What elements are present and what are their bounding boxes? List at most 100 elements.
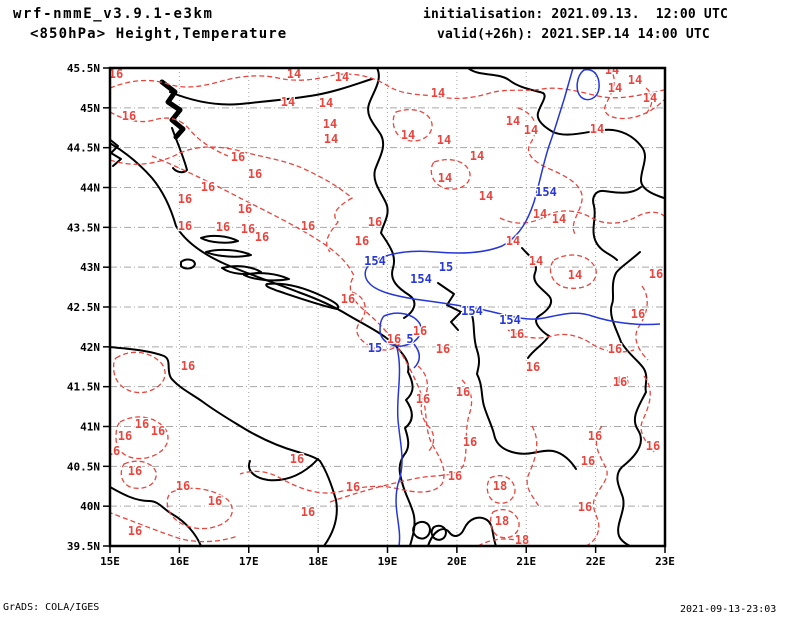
temp-contour	[120, 460, 157, 489]
contour-label: 16	[368, 215, 382, 229]
init-time-label: initialisation: 2021.09.13. 12:00 UTC	[423, 7, 729, 22]
contour-label: 16	[631, 307, 645, 321]
height-contour-ns	[395, 347, 403, 546]
contour-label: 16	[118, 429, 132, 443]
contour-label: 16	[122, 109, 136, 123]
temp-contour	[499, 210, 665, 224]
contour-label: 16	[128, 464, 142, 478]
contour-label: 16	[387, 332, 401, 346]
height-contour-tail	[413, 343, 420, 369]
contour-label: 14	[608, 81, 622, 95]
contour-label: 16	[581, 454, 595, 468]
contour-label: 18	[495, 514, 509, 528]
contour-label: 16	[208, 494, 222, 508]
contour-label: 14	[643, 91, 657, 105]
contour-label: 14	[401, 128, 415, 142]
contour-label: 14	[335, 70, 349, 84]
x-tick-label: 16E	[169, 555, 189, 568]
x-tick-label: 21E	[516, 555, 536, 568]
x-tick-label: 23E	[655, 555, 675, 568]
temp-contour	[549, 254, 597, 289]
temp-contour	[477, 538, 531, 546]
contour-label: 14	[529, 254, 543, 268]
contour-label: 14	[287, 67, 301, 81]
y-tick-label: 42.5N	[67, 301, 100, 314]
contour-label: 15	[439, 260, 453, 274]
x-tick-label: 17E	[239, 555, 259, 568]
y-tick-label: 39.5N	[67, 540, 100, 553]
height-contour-155-loop	[379, 312, 422, 347]
temp-contour	[392, 109, 433, 142]
temp-contour	[640, 375, 655, 453]
contour-label: 14	[281, 95, 295, 109]
contour-label: 16	[216, 220, 230, 234]
y-tick-label: 44.5N	[67, 142, 100, 155]
border-kosovo-knot	[521, 247, 553, 359]
temp-contour	[329, 379, 473, 503]
contour-label: 18	[515, 533, 529, 547]
contour-label: 16	[181, 359, 195, 373]
height-contour-154	[364, 68, 661, 326]
contour-label: 16	[128, 524, 142, 538]
contour-label: 16	[301, 219, 315, 233]
contour-label: 16	[346, 480, 360, 494]
contour-label: 14	[479, 189, 493, 203]
contour-label: 16	[176, 479, 190, 493]
contour-label: 16	[355, 234, 369, 248]
island-small-oval	[180, 258, 196, 270]
contour-label: 154	[364, 254, 386, 268]
field-title: <850hPa> Height,Temperature	[30, 26, 288, 42]
contour-label: 14	[506, 114, 520, 128]
contour-label: 16	[416, 392, 430, 406]
contour-label: 16	[151, 424, 165, 438]
contour-label: 15	[368, 341, 382, 355]
border-macedonia	[469, 309, 577, 470]
contour-label: 14	[590, 122, 604, 136]
contour-label: 16	[526, 360, 540, 374]
temp-contour	[585, 425, 608, 546]
contour-label: 14	[628, 73, 642, 87]
temp-contour	[417, 365, 435, 453]
gridlines	[110, 68, 665, 546]
grads-credit: GrADS: COLA/IGES	[3, 602, 100, 613]
contour-label: 16	[463, 435, 477, 449]
y-tick-label: 42N	[80, 341, 100, 354]
temp-contour	[110, 111, 229, 157]
island-peljesac	[265, 282, 340, 310]
contour-label: 16	[178, 219, 192, 233]
contour-label: 16	[436, 342, 450, 356]
contour-label: 16	[231, 150, 245, 164]
y-tick-label: 43N	[80, 261, 100, 274]
contour-label: 14	[323, 117, 337, 131]
temp-contour	[166, 487, 233, 530]
coastline-balkan-adriatic	[110, 142, 416, 546]
y-tick-label: 45.5N	[67, 62, 100, 75]
temp-contour	[115, 416, 169, 460]
temp-contour	[643, 87, 653, 117]
temp-contour	[517, 107, 583, 237]
contour-label: 16	[106, 444, 120, 458]
temp-contour	[110, 512, 239, 543]
island-dalmatia-1	[200, 234, 239, 244]
contour-label: 154	[535, 185, 557, 199]
x-tick-label: 19E	[378, 555, 398, 568]
contour-label: 14	[568, 268, 582, 282]
contour-label: 14	[524, 123, 538, 137]
height-contour-small-loop	[576, 68, 600, 101]
contour-label: 14	[319, 96, 333, 110]
y-tick-label: 44N	[80, 182, 100, 195]
temp-contour	[507, 329, 635, 353]
axis-labels: 15E 16E 17E 18E 19E 20E 21E 22E 23E 39.5N 40N 40.5N…	[67, 62, 675, 568]
contour-label: 14	[533, 207, 547, 221]
coastline-italy-tyrrhenian	[110, 486, 202, 546]
contour-label: 14	[605, 63, 619, 77]
contour-label: 16	[588, 429, 602, 443]
y-tick-label: 43.5N	[67, 221, 100, 234]
island-dalmatia-4	[243, 272, 290, 282]
height-contours	[364, 68, 661, 546]
border-knot-nw	[159, 79, 186, 140]
temp-contour	[112, 351, 166, 394]
valid-time-label: valid(+26h): 2021.SEP.14 14:00 UTC	[437, 27, 710, 42]
